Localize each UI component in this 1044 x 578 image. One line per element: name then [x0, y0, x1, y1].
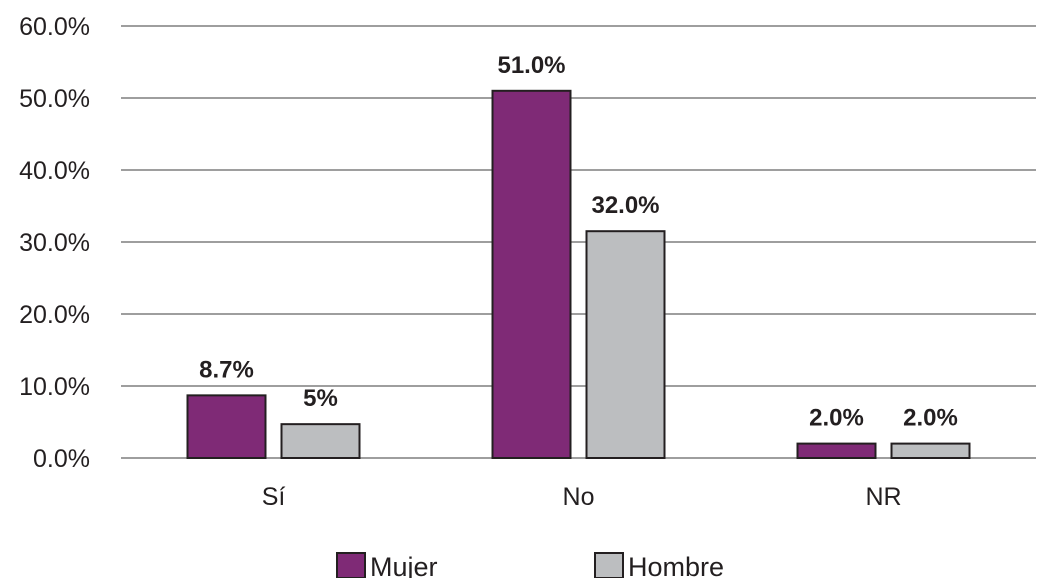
- bar-hombre-2: [890, 442, 971, 460]
- data-label: 8.7%: [199, 356, 254, 383]
- x-tick-label: No: [563, 483, 595, 511]
- data-labels: 8.7% 5% 51.0% 32.0% 2.0% 2.0%: [199, 52, 958, 432]
- legend-label: Mujer: [370, 552, 438, 578]
- data-label: 2.0%: [809, 405, 864, 432]
- legend: Mujer Hombre: [336, 552, 724, 578]
- legend-swatch-hombre: [594, 552, 624, 578]
- y-tick-label: 50.0%: [19, 85, 90, 113]
- bar-hombre-1: [585, 230, 666, 459]
- bar-mujer-2: [796, 442, 877, 460]
- bar-mujer-0: [186, 394, 267, 459]
- x-tick-label: NR: [865, 483, 901, 511]
- y-tick-label: 20.0%: [19, 301, 90, 329]
- bar-hombre-0: [280, 423, 361, 460]
- data-label: 32.0%: [591, 192, 659, 219]
- bar-mujer-1: [491, 89, 572, 460]
- data-label: 5%: [303, 385, 338, 412]
- x-axis: Sí No NR: [262, 483, 902, 511]
- y-axis: 0.0% 10.0% 20.0% 30.0% 40.0% 50.0% 60.0%: [19, 13, 90, 473]
- bars: [186, 89, 971, 460]
- x-tick-label: Sí: [262, 483, 286, 511]
- y-tick-label: 10.0%: [19, 373, 90, 401]
- legend-label: Hombre: [628, 552, 724, 578]
- y-tick-label: 60.0%: [19, 13, 90, 41]
- gridlines: [121, 25, 1036, 459]
- legend-swatch-mujer: [336, 552, 366, 578]
- data-label: 2.0%: [903, 405, 958, 432]
- y-tick-label: 40.0%: [19, 157, 90, 185]
- y-tick-label: 30.0%: [19, 229, 90, 257]
- data-label: 51.0%: [497, 52, 565, 79]
- y-tick-label: 0.0%: [33, 445, 90, 473]
